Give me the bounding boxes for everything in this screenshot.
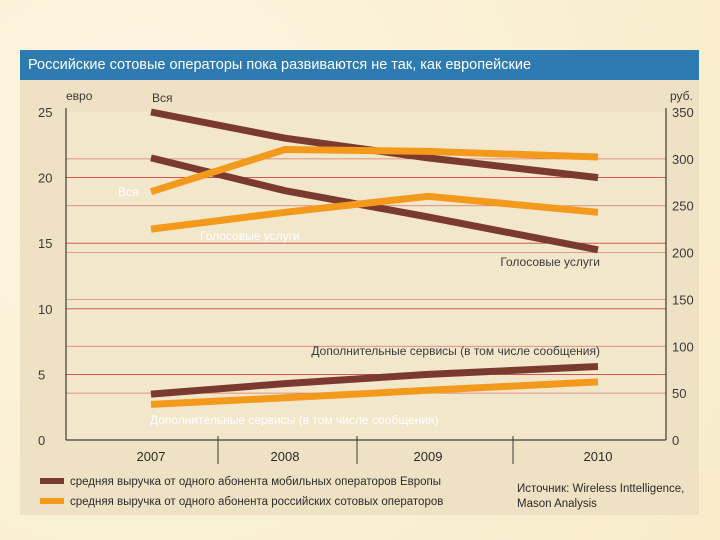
legend-label-1: средняя выручка от одного абонента росси…: [70, 496, 443, 508]
series-line-eu-2: [150, 363, 599, 398]
left-tick-label: 25: [38, 105, 52, 120]
series-label-ru-3: Вся: [118, 185, 139, 199]
right-tick-label: 100: [672, 339, 694, 354]
x-tick-label-2008: 2008: [271, 449, 300, 464]
source-note-line-0: Источник: Wireless Inttelligence,: [517, 483, 684, 495]
right-tick-label: 150: [672, 292, 694, 307]
chart-svg: 0 5 10 15 20 25 евро 0 50 100 150 200 250 300 350 руб. 2…: [38, 89, 694, 510]
chart-figure: Российские сотовые операторы пока развив…: [20, 50, 699, 515]
series-line-ru-4: [150, 192, 599, 233]
right-tick-label: 50: [672, 386, 686, 401]
legend-label-0: средняя выручка от одного абонента мобил…: [70, 476, 441, 488]
left-tick-label: 15: [38, 236, 52, 251]
right-tick-label: 250: [672, 199, 694, 214]
series-label-eu-2: Дополнительные сервисы (в том числе сооб…: [311, 344, 600, 358]
source-note-line-1: Mason Analysis: [517, 498, 597, 510]
right-tick-label: 350: [672, 105, 694, 120]
series-line-ru-5: [150, 378, 599, 408]
x-tick-label-2009: 2009: [414, 449, 443, 464]
axes-layer: 0 5 10 15 20 25 евро 0 50 100 150 200 250 300 350 руб. 2…: [38, 89, 694, 464]
chart-title: Российские сотовые операторы пока развив…: [20, 50, 699, 80]
right-tick-label: 200: [672, 246, 694, 261]
x-tick-label-2010: 2010: [584, 449, 613, 464]
left-tick-label: 0: [38, 433, 45, 448]
right-tick-label: 300: [672, 152, 694, 167]
left-tick-label: 20: [38, 171, 52, 186]
series-label-eu-0: Вся: [152, 91, 173, 105]
left-axis-unit: евро: [66, 89, 93, 103]
legend: средняя выручка от одного абонента мобил…: [40, 476, 684, 510]
series-layer: [149, 108, 599, 408]
x-tick-label-2007: 2007: [137, 449, 166, 464]
right-tick-label: 0: [672, 433, 679, 448]
left-tick-label: 5: [38, 367, 45, 382]
series-label-eu-1: Голосовые услуги: [500, 255, 600, 269]
right-axis-unit: руб.: [670, 89, 693, 103]
series-label-ru-5: Дополнительные сервисы (в том числе сооб…: [150, 413, 439, 427]
left-tick-label: 10: [38, 302, 52, 317]
series-line-ru-3: [149, 146, 599, 196]
series-label-ru-4: Голосовые услуги: [200, 229, 300, 243]
series-labels-layer: Вся Голосовые услуги Дополнительные сервис…: [118, 91, 600, 427]
